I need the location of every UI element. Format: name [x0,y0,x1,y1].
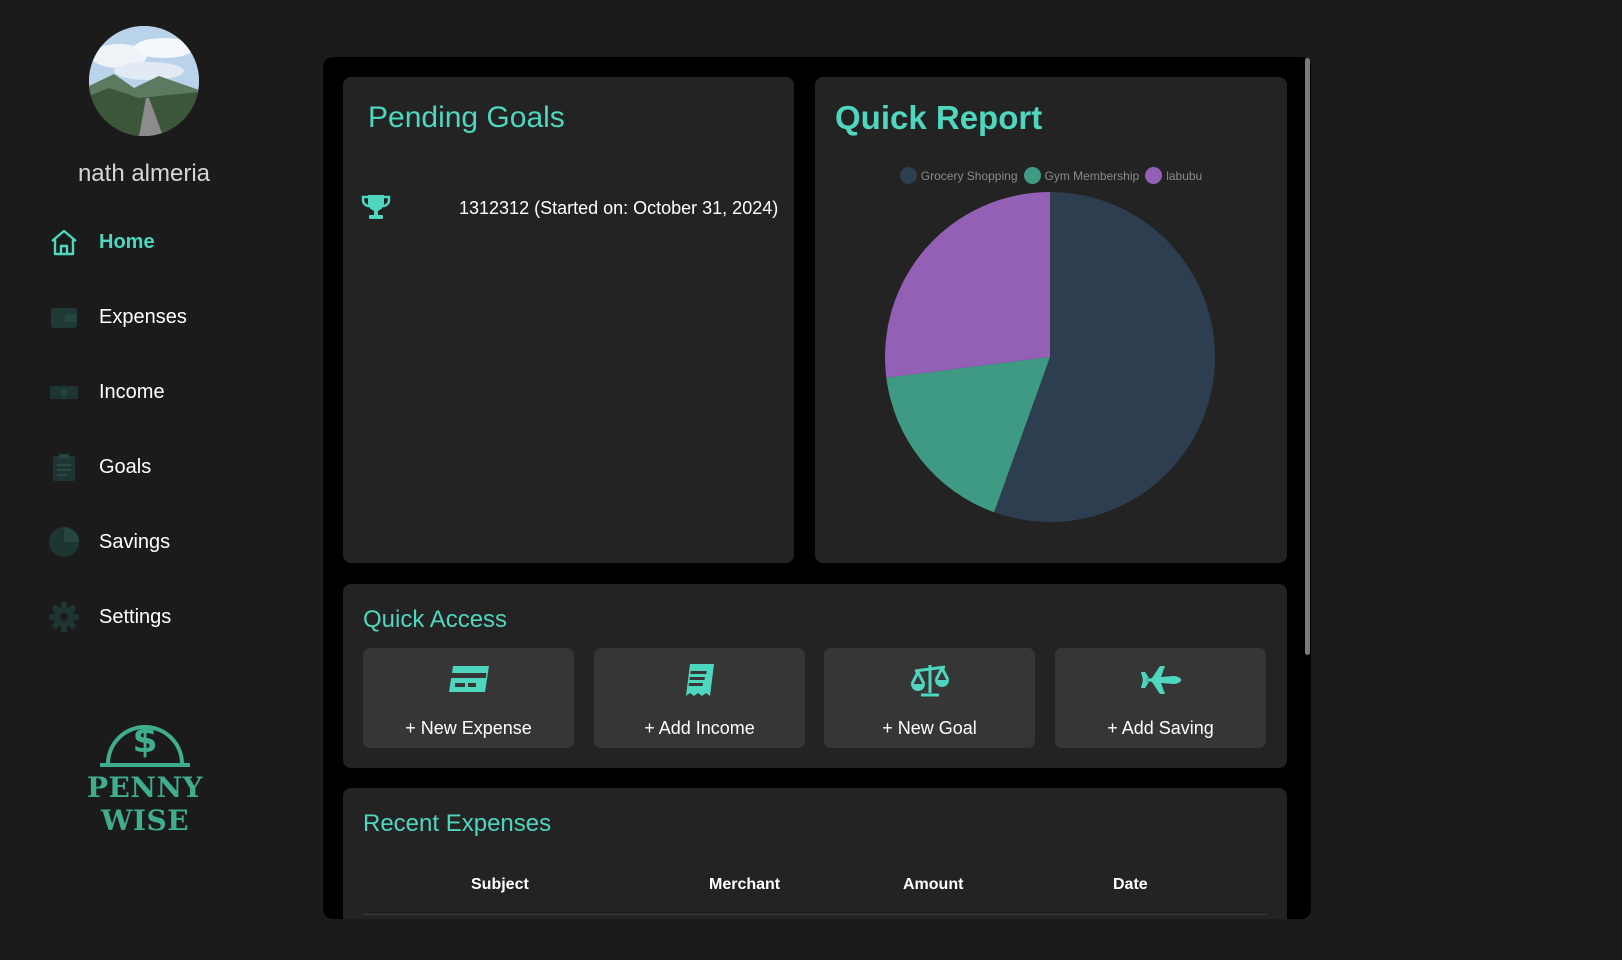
sidebar-item-settings[interactable]: Settings [48,595,278,639]
sidebar-item-savings[interactable]: Savings [48,520,278,564]
legend-item-grocery[interactable]: Grocery Shopping [899,167,1018,184]
sidebar: nath almeria Home Expenses [0,0,290,960]
wallet-icon [48,301,80,333]
pie-slice-labubu[interactable] [885,192,1050,378]
quick-access-title: Quick Access [363,606,508,633]
credit-card-icon [363,662,574,696]
pie-chart-icon [48,526,80,558]
sidebar-item-label: Expenses [99,305,187,328]
recent-expenses-card: Recent Expenses Subject Merchant Amount … [343,788,1287,919]
recent-expenses-title: Recent Expenses [363,810,552,837]
goal-item[interactable]: 1312312 (Started on: October 31, 2024) [361,194,781,224]
goal-text: 1312312 (Started on: October 31, 2024) [459,198,779,218]
trophy-icon [361,193,391,226]
clipboard-icon [48,451,80,483]
new-expense-button[interactable]: + New Expense [363,648,574,748]
home-icon [48,226,80,258]
pending-goals-card: Pending Goals 1312312 (Started on: Octob… [343,77,794,563]
button-label: + New Expense [405,718,532,738]
sidebar-item-income[interactable]: Income [48,370,278,414]
sidebar-item-label: Home [99,230,155,253]
pie-slice-gym-membership[interactable] [886,357,1050,513]
gear-icon [48,601,80,633]
sidebar-item-home[interactable]: Home [48,220,278,264]
plane-icon [1055,662,1266,698]
sidebar-item-label: Settings [99,605,172,628]
pie-slice-grocery-shopping[interactable] [994,192,1215,522]
penny-wise-logo: $ PENNY WISE [50,705,240,837]
legend-item-gym[interactable]: Gym Membership [1023,167,1140,184]
user-name: nath almeria [77,160,211,187]
scale-icon [824,662,1035,698]
button-label: + Add Saving [1107,718,1214,738]
sidebar-item-goals[interactable]: Goals [48,445,278,489]
expense-pie-chart[interactable] [885,192,1215,522]
column-header-amount: Amount [903,876,964,893]
column-header-merchant: Merchant [709,876,781,893]
column-header-date: Date [1113,876,1148,893]
logo-text: PENNY WISE [86,771,204,837]
main-scrollbar[interactable] [1305,58,1310,655]
button-label: + New Goal [882,718,977,738]
legend-label: Gym Membership [1044,168,1140,183]
table-header-divider [363,914,1267,915]
dollar-coin-icon: $ [100,720,190,767]
sidebar-item-label: Savings [99,530,171,553]
money-bill-icon [48,376,80,408]
legend-swatch [899,167,917,184]
button-label: + Add Income [644,718,755,738]
chart-legend: Grocery Shopping Gym Membership labubu [815,167,1287,184]
quick-report-title: Quick Report [835,99,1043,136]
quick-access-card: Quick Access + New Expense [343,584,1287,768]
pending-goals-title: Pending Goals [368,101,565,134]
sidebar-item-label: Goals [99,455,152,478]
legend-swatch [1023,167,1041,184]
legend-swatch [1145,167,1163,184]
avatar[interactable] [89,26,199,136]
add-saving-button[interactable]: + Add Saving [1055,648,1266,748]
legend-label: Grocery Shopping [920,168,1018,183]
legend-label: labubu [1166,168,1203,183]
sidebar-item-expenses[interactable]: Expenses [48,295,278,339]
sidebar-item-label: Income [99,380,165,403]
svg-text:$: $ [132,720,157,761]
receipt-icon [594,662,805,698]
legend-item-labubu[interactable]: labubu [1145,167,1202,184]
main-content: Pending Goals 1312312 (Started on: Octob… [323,57,1311,919]
new-goal-button[interactable]: + New Goal [824,648,1035,748]
column-header-subject: Subject [471,876,529,893]
add-income-button[interactable]: + Add Income [594,648,805,748]
quick-report-card: Quick Report Grocery Shopping Gym Member… [815,77,1287,563]
